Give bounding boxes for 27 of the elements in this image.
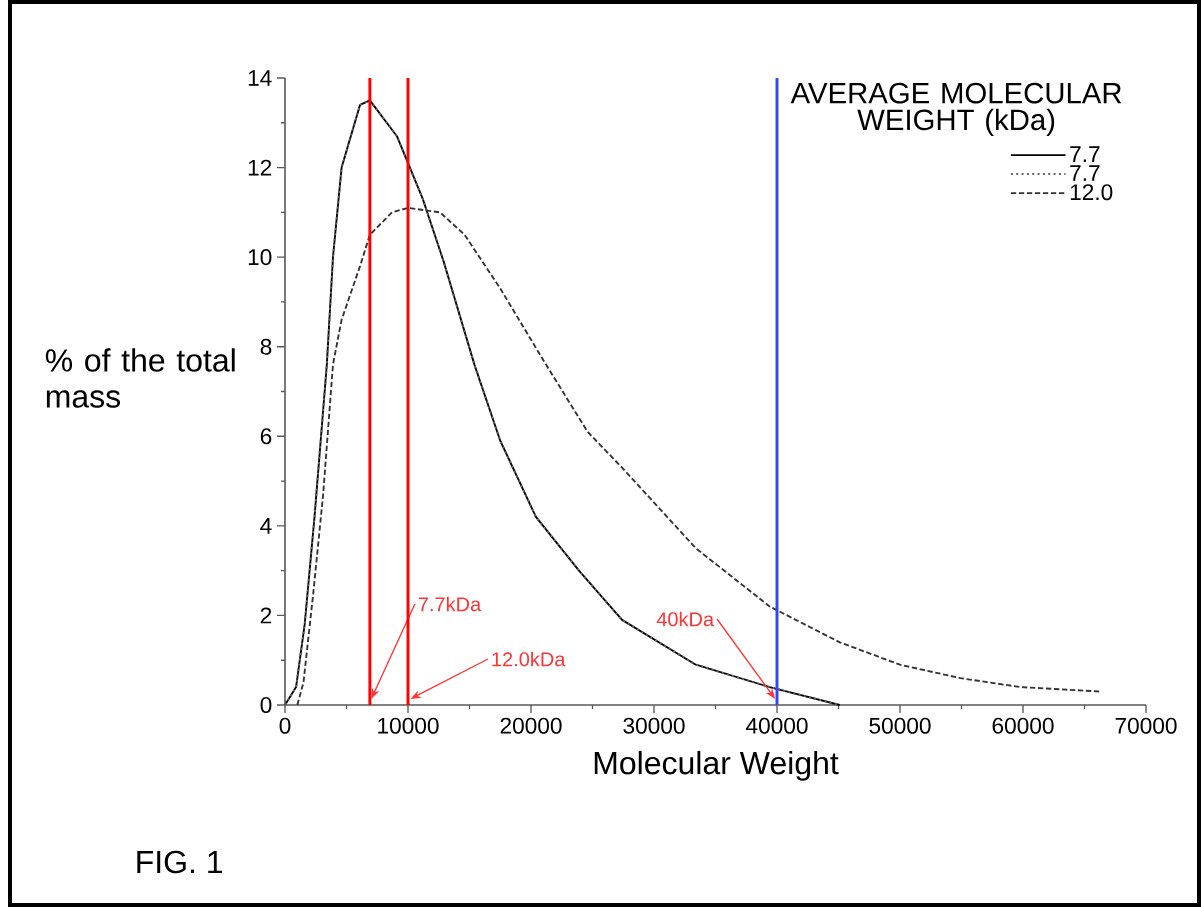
- x-tick-label: 40000: [746, 717, 808, 734]
- y-tick-label: 12: [248, 159, 272, 176]
- x-tick-label: 10000: [378, 717, 439, 734]
- ref-line-label: 40kDa: [656, 611, 715, 627]
- y-tick-label: 0: [260, 696, 272, 714]
- legend-title: AVERAGE MOLECULAR WEIGHT (kDa): [790, 82, 1122, 136]
- y-axis-title: % of the total mass: [45, 348, 235, 408]
- legend-label: 12.0: [1070, 184, 1113, 201]
- y-tick-label: 10: [248, 249, 272, 266]
- y-tick-label: 8: [260, 338, 272, 355]
- y-tick-label: 4: [260, 518, 272, 534]
- x-tick-label: 20000: [500, 717, 562, 734]
- ref-line-label: 7.7kDa: [418, 596, 482, 612]
- legend-label: 7.7: [1070, 165, 1100, 181]
- y-tick-label: 14: [248, 70, 272, 86]
- legend-label: 7.7: [1070, 146, 1100, 162]
- ref-line-label: 12.0kDa: [492, 651, 566, 667]
- x-tick-label: 70000: [1115, 717, 1177, 734]
- line-series: [296, 206, 1102, 706]
- x-tick-label: 50000: [869, 717, 931, 734]
- x-axis-title: Molecular Weight: [594, 750, 839, 781]
- x-tick-label: 0: [279, 717, 291, 734]
- y-tick-label: 2: [260, 607, 272, 624]
- x-tick-label: 60000: [992, 717, 1054, 734]
- x-tick-label: 30000: [623, 717, 685, 734]
- caption: FIG. 1: [137, 850, 223, 874]
- y-tick-label: 6: [260, 428, 272, 445]
